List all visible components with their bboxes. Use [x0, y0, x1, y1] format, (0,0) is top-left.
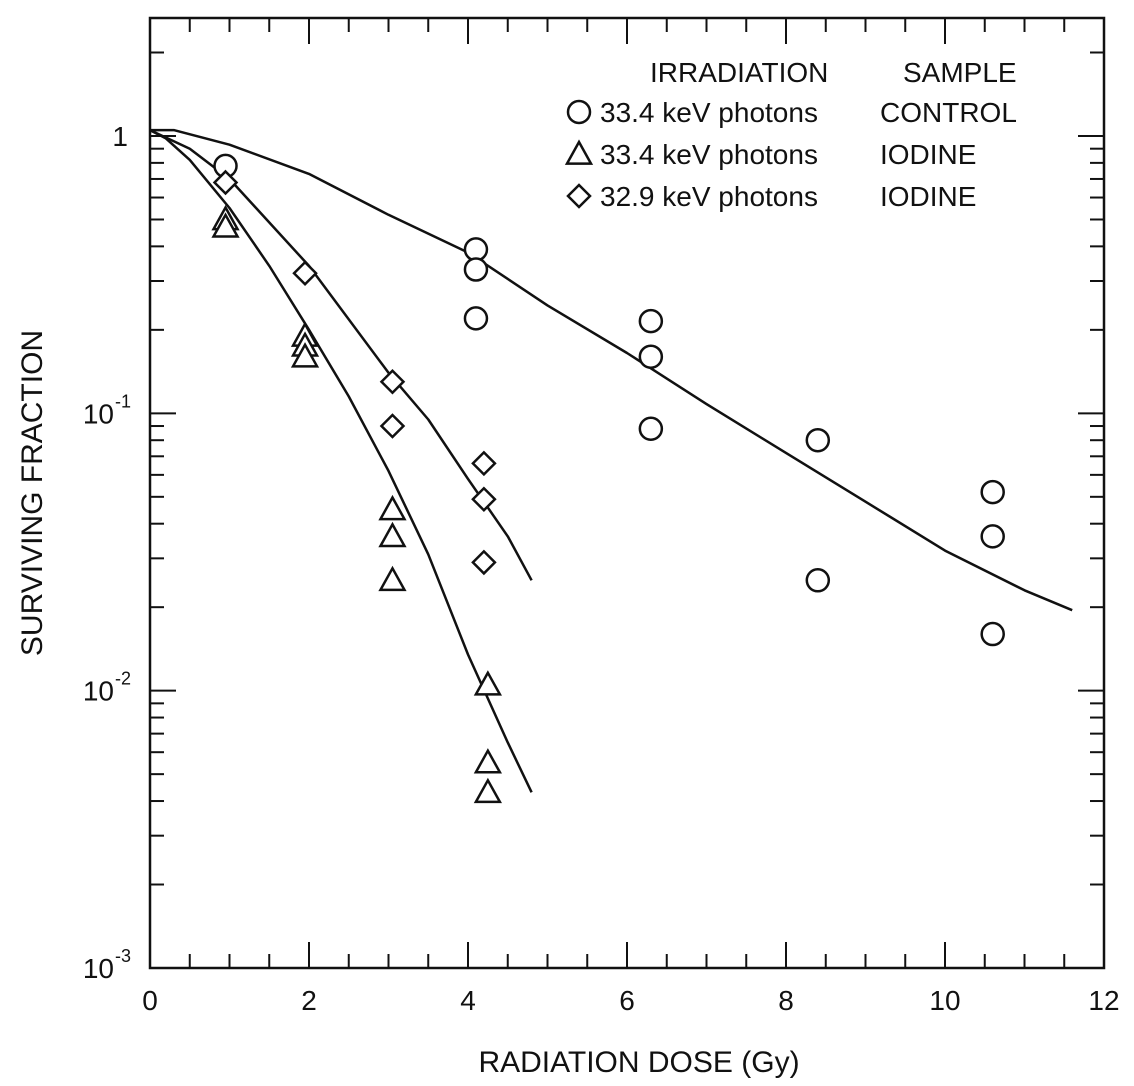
data-point-diamond	[292, 260, 318, 287]
data-point-diamond	[471, 486, 497, 513]
data-point-triangle	[473, 777, 502, 804]
data-point-circle	[638, 416, 664, 441]
y-tick-label-exponent: -2	[115, 669, 131, 689]
x-tick-label: 10	[929, 985, 960, 1016]
legend-header-sample: SAMPLE	[903, 57, 1017, 88]
legend-marker-triangle	[564, 139, 594, 165]
legend-sample: CONTROL	[880, 97, 1017, 128]
y-tick-label-base: 10	[83, 398, 114, 429]
data-point-circle	[638, 308, 664, 334]
data-point-triangle	[473, 670, 502, 696]
y-tick-label: 1	[112, 121, 128, 152]
legend-irradiation: 33.4 keV photons	[600, 97, 818, 128]
data-point-circle	[805, 568, 831, 593]
x-tick-label: 0	[142, 985, 158, 1016]
data-point-diamond	[379, 368, 406, 395]
legend-sample: IODINE	[880, 181, 976, 212]
data-point-triangle	[378, 521, 407, 548]
data-point-triangle	[473, 748, 502, 774]
data-point-circle	[805, 427, 831, 453]
data-point-diamond	[379, 413, 406, 439]
data-point-circle	[980, 621, 1005, 647]
fit-curve-circle	[150, 128, 1073, 612]
fit-curve-diamond	[149, 128, 533, 581]
y-tick-label-base: 1	[112, 121, 128, 152]
data-point-triangle	[211, 212, 240, 238]
data-point-circle	[638, 344, 664, 369]
y-tick-label-base: 10	[83, 676, 114, 707]
legend-irradiation: 33.4 keV photons	[600, 139, 818, 170]
data-point-diamond	[471, 450, 497, 477]
data-point-diamond	[212, 169, 239, 196]
y-tick-label-exponent: -3	[115, 946, 131, 966]
data-point-triangle	[378, 565, 407, 592]
legend-header-irradiation: IRRADIATION	[650, 57, 828, 88]
x-axis-title: RADIATION DOSE (Gy)	[478, 1046, 799, 1079]
legend-marker-diamond	[566, 183, 592, 209]
x-tick-label: 8	[778, 985, 794, 1016]
data-point-circle	[463, 257, 489, 282]
data-point-circle	[463, 237, 489, 262]
data-point-diamond	[471, 549, 497, 576]
legend-irradiation: 32.9 keV photons	[600, 181, 818, 212]
y-tick-label: 10 -1	[83, 391, 131, 429]
x-tick-label: 4	[460, 985, 476, 1016]
x-tick-label: 2	[301, 985, 317, 1016]
data-point-circle	[980, 479, 1005, 505]
y-tick-label-base: 10	[83, 953, 114, 984]
y-axis-title: SURVIVING FRACTION	[16, 330, 49, 656]
data-point-triangle	[378, 494, 407, 521]
y-tick-label: 10 -2	[83, 669, 131, 707]
legend-sample: IODINE	[880, 139, 976, 170]
fit-curve-triangle	[149, 128, 533, 793]
legend-marker-circle	[566, 99, 592, 125]
y-tick-label: 10 -3	[83, 946, 131, 984]
y-tick-label-exponent: -1	[115, 391, 131, 411]
x-tick-label: 6	[619, 985, 635, 1016]
data-point-circle	[463, 306, 489, 331]
data-point-triangle	[290, 342, 320, 368]
x-tick-label: 12	[1088, 985, 1119, 1016]
data-point-circle	[980, 524, 1005, 549]
